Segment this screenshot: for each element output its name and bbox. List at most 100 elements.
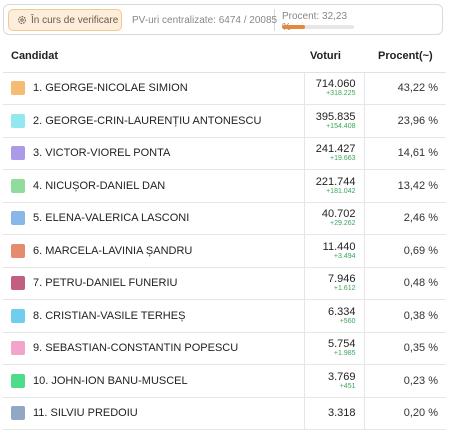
- candidate-name: 9. SEBASTIAN-CONSTANTIN POPESCU: [33, 342, 239, 355]
- party-color-swatch: [11, 243, 25, 258]
- percent-cell: 23,96 %: [364, 104, 446, 138]
- party-color-swatch: [11, 373, 25, 388]
- candidate-name: 3. VICTOR-VIOREL PONTA: [33, 147, 171, 160]
- pv-count-text: PV-uri centralizate: 6474 / 20085: [132, 14, 278, 26]
- vote-delta: +1.985: [333, 350, 356, 358]
- votes-cell: 221.744 +181.042: [304, 169, 365, 203]
- vote-count: 241.427: [315, 143, 356, 156]
- vote-count: 714.060: [315, 78, 356, 91]
- verification-status-badge: În curs de verificare: [8, 9, 122, 31]
- party-color-swatch: [11, 406, 25, 421]
- candidate-name: 4. NICUȘOR-DANIEL DAN: [33, 179, 166, 192]
- table-row: 2. GEORGE-CRIN-LAURENȚIU ANTONESCU 395.83…: [3, 104, 446, 138]
- table-row: 10. JOHN-ION BANU-MUSCEL 3.769 +451 0,23 %: [3, 364, 446, 398]
- candidate-cell: 6. MARCELA-LAVINIA ȘANDRU: [3, 234, 305, 268]
- table-row: 3. VICTOR-VIOREL PONTA 241.427 +19.663 14,6…: [3, 137, 446, 170]
- votes-cell: 5.754 +1.985: [304, 332, 365, 365]
- candidate-name: 8. CRISTIAN-VASILE TERHEȘ: [33, 309, 186, 322]
- party-color-swatch: [11, 276, 25, 291]
- party-color-swatch: [11, 211, 25, 226]
- party-color-swatch: [11, 81, 25, 96]
- party-color-swatch: [11, 308, 25, 323]
- party-color-swatch: [11, 178, 25, 193]
- percent-cell: 0,48 %: [364, 267, 446, 300]
- vote-delta: +560: [339, 317, 356, 325]
- percent-cell: 0,69 %: [364, 234, 446, 268]
- votes-cell: 7.946 +1.612: [304, 267, 365, 300]
- vote-delta: +318.225: [326, 90, 356, 98]
- table-row: 8. CRISTIAN-VASILE TERHEȘ 6.334 +560 0,38 %: [3, 299, 446, 333]
- table-row: 11. SILVIU PREDOIU 3.318 0,20 %: [3, 397, 446, 430]
- header-votes: Voturi: [304, 40, 364, 73]
- candidate-name: 6. MARCELA-LAVINIA ȘANDRU: [33, 244, 193, 257]
- percent-cell: 2,46 %: [364, 202, 446, 235]
- table-header-row: Candidat Voturi Procent(~): [3, 40, 446, 73]
- table-row: 6. MARCELA-LAVINIA ȘANDRU 11.440 +3.494 0,6…: [3, 234, 446, 268]
- vote-delta: +29.262: [330, 220, 356, 228]
- vote-delta: +154.408: [326, 122, 356, 130]
- vote-delta: +3.494: [333, 252, 356, 260]
- party-color-swatch: [11, 113, 25, 128]
- candidate-name: 10. JOHN-ION BANU-MUSCEL: [33, 374, 188, 387]
- gear-icon: [18, 16, 26, 24]
- vote-count: 395.835: [315, 110, 356, 123]
- table-row: 7. PETRU-DANIEL FUNERIU 7.946 +1.612 0,48 %: [3, 267, 446, 300]
- percent-cell: 0,20 %: [364, 397, 446, 430]
- candidate-name: 11. SILVIU PREDOIU: [33, 407, 138, 420]
- party-color-swatch: [11, 341, 25, 356]
- votes-cell: 6.334 +560: [304, 299, 365, 333]
- vote-count: 221.744: [315, 175, 356, 188]
- candidate-cell: 1. GEORGE-NICOLAE SIMION: [3, 72, 305, 105]
- candidate-cell: 8. CRISTIAN-VASILE TERHEȘ: [3, 299, 305, 333]
- vote-count: 3.769: [327, 370, 356, 383]
- candidate-cell: 7. PETRU-DANIEL FUNERIU: [3, 267, 305, 300]
- table-row: 9. SEBASTIAN-CONSTANTIN POPESCU 5.754 +1.9…: [3, 332, 446, 365]
- votes-cell: 40.702 +29.262: [304, 202, 365, 235]
- percent-cell: 14,61 %: [364, 137, 446, 170]
- status-bar: În curs de verificare PV-uri centralizat…: [3, 4, 443, 35]
- pv-count: PV-uri centralizate: 6474 / 20085: [126, 9, 278, 31]
- percent-cell: 0,38 %: [364, 299, 446, 333]
- vote-delta: +19.663: [330, 155, 356, 163]
- progress-indicator: Procent: 32,23 %: [278, 8, 358, 33]
- candidate-name: 1. GEORGE-NICOLAE SIMION: [33, 82, 188, 95]
- party-color-swatch: [11, 146, 25, 161]
- vote-count: 6.334: [327, 305, 356, 318]
- progress-track: [282, 25, 354, 29]
- votes-cell: 241.427 +19.663: [304, 137, 365, 170]
- candidate-name: 2. GEORGE-CRIN-LAURENȚIU ANTONESCU: [33, 114, 262, 127]
- candidate-cell: 4. NICUȘOR-DANIEL DAN: [3, 169, 305, 203]
- percent-cell: 0,23 %: [364, 364, 446, 398]
- candidate-cell: 10. JOHN-ION BANU-MUSCEL: [3, 364, 305, 398]
- candidate-cell: 2. GEORGE-CRIN-LAURENȚIU ANTONESCU: [3, 104, 305, 138]
- vote-count: 40.702: [321, 208, 356, 221]
- vote-count: 7.946: [327, 273, 356, 286]
- percent-cell: 13,42 %: [364, 169, 446, 203]
- candidate-name: 5. ELENA-VALERICA LASCONI: [33, 212, 190, 225]
- votes-cell: 11.440 +3.494: [304, 234, 365, 268]
- table-row: 4. NICUȘOR-DANIEL DAN 221.744 +181.042 13,4…: [3, 169, 446, 203]
- candidate-cell: 11. SILVIU PREDOIU: [3, 397, 305, 430]
- vote-delta: +181.042: [326, 187, 356, 195]
- table-row: 1. GEORGE-NICOLAE SIMION 714.060 +318.225 4…: [3, 72, 446, 105]
- votes-cell: 3.769 +451: [304, 364, 365, 398]
- vote-delta: +1.612: [333, 285, 356, 293]
- votes-cell: 3.318: [304, 397, 365, 430]
- vote-delta: +451: [339, 382, 356, 390]
- candidate-cell: 3. VICTOR-VIOREL PONTA: [3, 137, 305, 170]
- results-table: Candidat Voturi Procent(~) 1. GEORGE-NIC…: [3, 40, 446, 430]
- percent-cell: 0,35 %: [364, 332, 446, 365]
- header-percent: Procent(~): [364, 40, 446, 73]
- candidate-cell: 5. ELENA-VALERICA LASCONI: [3, 202, 305, 235]
- vote-count: 3.318: [327, 407, 356, 420]
- votes-cell: 395.835 +154.408: [304, 104, 365, 138]
- table-row: 5. ELENA-VALERICA LASCONI 40.702 +29.262 2,…: [3, 202, 446, 235]
- header-candidate: Candidat: [3, 40, 304, 73]
- candidate-cell: 9. SEBASTIAN-CONSTANTIN POPESCU: [3, 332, 305, 365]
- vote-count: 5.754: [327, 338, 356, 351]
- progress-fill: [282, 25, 306, 29]
- progress-text: Procent: 32,23 %: [282, 11, 348, 33]
- votes-cell: 714.060 +318.225: [304, 72, 365, 105]
- percent-cell: 43,22 %: [364, 72, 446, 105]
- candidate-name: 7. PETRU-DANIEL FUNERIU: [33, 277, 178, 290]
